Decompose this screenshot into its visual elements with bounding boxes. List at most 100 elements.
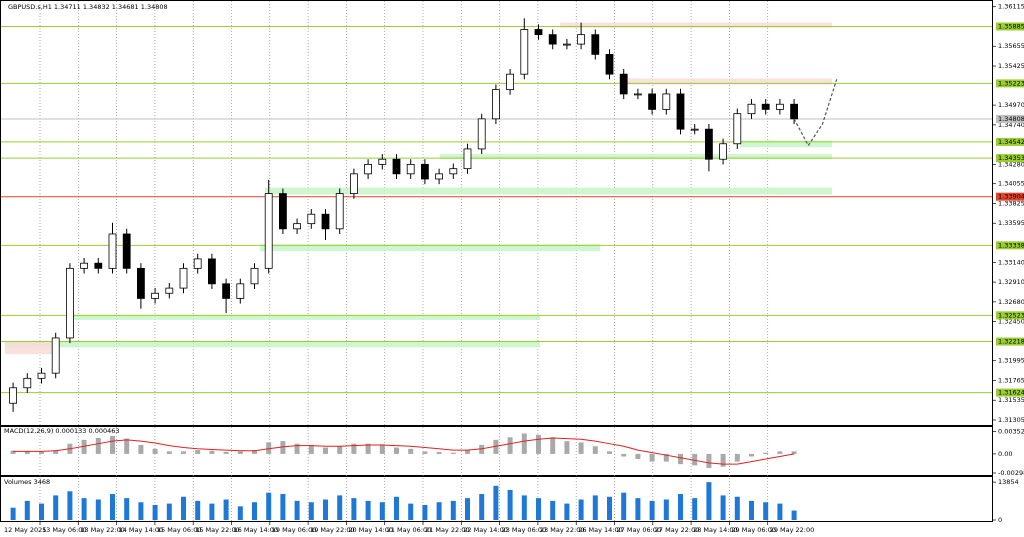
macd-bar [181,451,186,454]
time-label: 29 May 06:00 [731,526,776,534]
candle-body [136,267,145,299]
time-label: 27 May 22:00 [655,526,700,534]
candle-body [761,103,770,110]
macd-bar [195,450,201,454]
macd-bar [53,450,59,454]
candle-body [364,163,373,175]
macd-bar [408,448,414,454]
macd-bar [124,438,130,454]
volume-y-tick-label: 0 [998,516,1002,524]
macd-bar [706,453,712,468]
macd-bar [564,441,570,454]
volume-bar [692,498,698,520]
price-level-label: 1.32523 [998,311,1024,319]
candle-body [648,93,656,110]
macd-bar [436,452,442,454]
time-label: 23 May 06:00 [502,526,547,534]
y-tick-label: 1.33595 [998,219,1024,227]
candle-body [207,258,216,285]
y-tick-label: 1.31765 [998,376,1024,384]
volume-y-tick-label: 13854 [998,478,1019,486]
macd-bar [394,447,399,454]
candle-body [534,29,543,36]
macd-bar [777,451,783,454]
macd-bar [280,441,286,454]
volume-bar [195,500,201,520]
time-label: 19 May 06:00 [272,526,317,534]
macd-bar [365,443,371,454]
price-level-label: 1.35885 [998,22,1024,30]
candle-body [747,103,756,115]
price-zone [620,78,832,85]
macd-bar [734,453,740,462]
macd-bar [493,439,499,454]
macd-title: MACD(12,26,9) 0.000133 0.000463 [4,427,120,435]
volume-pane-frame [0,476,993,522]
macd-pane-frame [0,426,993,476]
candle-body [577,34,585,45]
volume-bar [408,503,414,520]
time-label: 28 May 14:00 [693,526,738,534]
candle-body [420,163,429,180]
candle-body [37,372,46,379]
volume-bar [223,499,229,520]
time-label: 19 May 22:00 [310,526,355,534]
time-label: 14 May 14:00 [119,526,164,534]
macd-bar [81,439,87,454]
volume-bar [53,495,59,520]
candle-body [193,258,202,269]
volume-bar [777,503,783,520]
price-level-box [996,388,1024,397]
volume-bar [138,502,144,520]
macd-bar [252,450,257,454]
macd-y-tick-label: -0.002986 [998,469,1024,477]
volume-bar [166,503,172,520]
y-tick-label: 1.36115 [998,3,1024,11]
volume-bar [621,492,627,520]
candle-body [662,93,671,110]
macd-bar [749,453,754,457]
macd-bar [479,444,485,454]
volume-bar [323,499,328,520]
macd-bar [337,446,343,454]
volume-bar [663,499,669,520]
y-tick-label: 1.34970 [998,101,1024,109]
price-zone [560,22,832,28]
candle-body [676,93,685,130]
macd-bar [791,451,797,454]
candle-body [563,43,571,46]
macd-bar [607,451,612,454]
price-level-box [996,22,1024,31]
candle-body [165,287,174,294]
volume-bar [394,496,399,520]
macd-bar [521,433,527,454]
y-tick-label: 1.31995 [998,357,1024,365]
candle-body [51,337,60,374]
macd-bar [635,453,641,460]
price-level-label: 1.35223 [998,79,1024,87]
macd-bar [678,453,683,465]
macd-y-tick-label: 0.003528 [998,427,1024,435]
price-zone [260,244,600,252]
y-tick-label: 1.35425 [998,62,1024,70]
price-level-label: 1.33338 [998,241,1024,249]
candle-body [605,54,614,75]
volume-bar [81,498,87,520]
time-label: 27 May 06:00 [617,526,662,534]
candle-body [506,73,515,91]
volume-bar [266,492,272,520]
volume-bar [365,500,371,520]
macd-bar [110,436,115,454]
candle-body [250,267,259,285]
macd-bar [763,452,769,454]
price-zone [440,154,832,160]
candle-body [66,267,74,339]
candle-body [321,213,330,230]
volume-bar [635,498,641,520]
time-label: 15 May 06:00 [157,526,202,534]
candle-body [179,267,188,289]
price-level-label: 1.34808 [998,115,1024,123]
volume-bar [592,495,598,520]
price-level-label: 1.34353 [998,154,1024,162]
volume-bar [237,506,243,520]
